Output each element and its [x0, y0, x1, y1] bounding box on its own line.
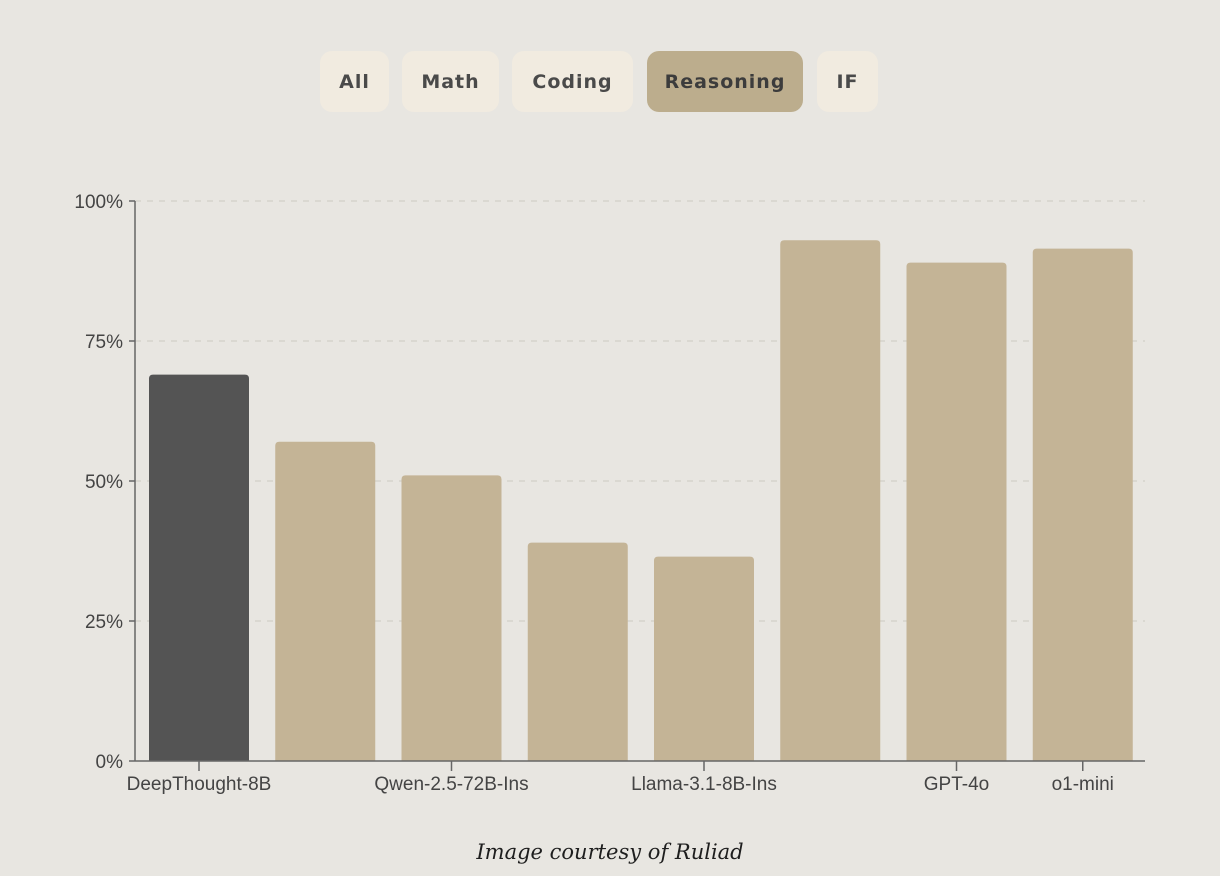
y-tick-label: 75%	[85, 332, 123, 353]
bar	[654, 556, 754, 761]
bar	[906, 262, 1007, 761]
y-tick-label: 0%	[96, 752, 124, 773]
bar	[149, 374, 249, 761]
x-tick-label: o1-mini	[1052, 774, 1114, 795]
bar	[275, 441, 376, 761]
benchmark-tabs: All Math Coding Reasoning IF	[0, 51, 1220, 112]
y-tick-label: 100%	[74, 192, 123, 213]
bar-chart: 0% 25% 50% 75% 100% DeepThought-8B Qwen-2.5-72…	[74, 192, 1145, 795]
x-tick-label: Qwen-2.5-72B-Ins	[374, 774, 528, 795]
y-tick-label: 50%	[85, 472, 123, 493]
bar	[780, 240, 881, 761]
x-tick-label: Llama-3.1-8B-Ins	[631, 774, 777, 795]
tab-coding[interactable]: Coding	[512, 51, 633, 112]
tab-all[interactable]: All	[320, 51, 389, 112]
x-tick-label: GPT-4o	[924, 774, 989, 795]
bar	[1032, 248, 1133, 762]
y-tick-label: 25%	[85, 612, 123, 633]
tab-if[interactable]: IF	[817, 51, 878, 112]
x-tick-label: DeepThought-8B	[127, 774, 272, 795]
image-caption: Image courtesy of Ruliad	[476, 840, 744, 864]
bar	[527, 542, 628, 761]
bar	[401, 475, 502, 761]
tab-reasoning[interactable]: Reasoning	[647, 51, 803, 112]
tab-math[interactable]: Math	[402, 51, 499, 112]
